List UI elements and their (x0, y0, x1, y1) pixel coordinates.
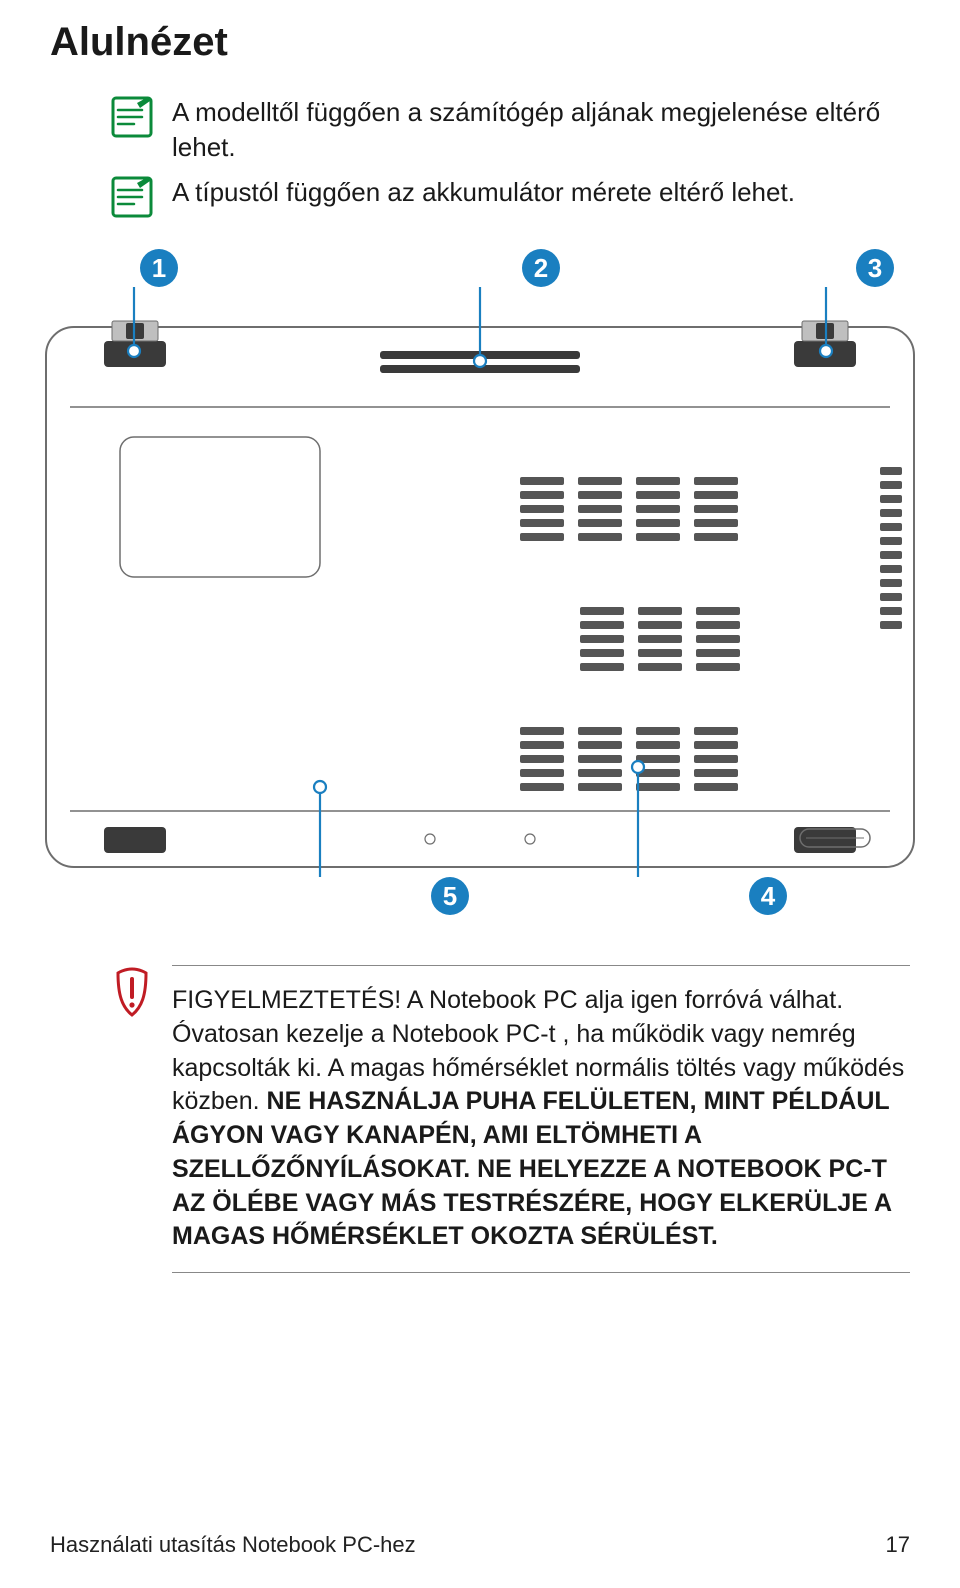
laptop-bottom-diagram (40, 287, 920, 877)
callout-badge: 3 (856, 249, 894, 287)
footer-page-number: 17 (886, 1532, 910, 1558)
note-icon (110, 175, 154, 219)
page-title: Alulnézet (50, 20, 910, 65)
callout-badge: 4 (749, 877, 787, 915)
warning-block: FIGYELMEZTETÉS! A Notebook PC alja igen … (110, 965, 910, 1273)
footer-doc-title: Használati utasítás Notebook PC-hez (50, 1532, 416, 1558)
warning-icon (110, 965, 154, 1019)
callout-badge: 5 (431, 877, 469, 915)
page-footer: Használati utasítás Notebook PC-hez 17 (50, 1532, 910, 1558)
callout-badge: 1 (140, 249, 178, 287)
note-item: A típustól függően az akkumulátor mérete… (110, 175, 910, 219)
diagram-section: 1 2 3 5 4 (50, 229, 910, 915)
note-item: A modelltől függően a számítógép aljának… (110, 95, 910, 165)
callout-row-bottom: 5 4 (173, 877, 787, 915)
callout-row-top: 1 2 3 (66, 249, 894, 287)
callout-badge: 2 (522, 249, 560, 287)
note-icon (110, 95, 154, 139)
note-text: A típustól függően az akkumulátor mérete… (172, 175, 795, 210)
warning-prefix: FIGYELMEZTETÉS! (172, 986, 401, 1014)
warning-text: FIGYELMEZTETÉS! A Notebook PC alja igen … (172, 965, 910, 1273)
note-text: A modelltől függően a számítógép aljának… (172, 95, 892, 165)
